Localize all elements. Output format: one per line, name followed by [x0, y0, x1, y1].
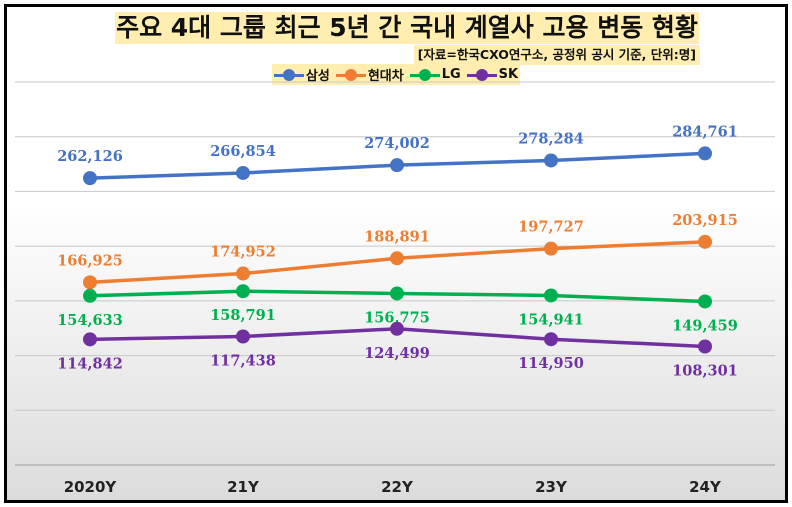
data-label: 156,775	[364, 309, 430, 326]
data-point	[544, 241, 558, 256]
x-tick-label: 23Y	[535, 478, 568, 496]
legend: 삼성 현대차 LG SK	[0, 64, 792, 85]
data-label: 154,941	[518, 311, 584, 328]
data-label: 274,002	[364, 135, 430, 152]
data-point	[236, 329, 250, 344]
legend-label-hyundai: 현대차	[367, 69, 404, 84]
data-point	[544, 288, 558, 303]
data-label: 197,727	[518, 219, 584, 236]
data-point	[544, 332, 558, 347]
legend-swatch-lg	[409, 68, 440, 82]
data-point	[83, 275, 97, 290]
legend-swatch-samsung	[273, 68, 304, 82]
data-point	[698, 339, 712, 354]
data-point	[236, 165, 250, 180]
legend-item-samsung: 삼성	[273, 65, 330, 84]
data-label: 114,950	[518, 355, 584, 372]
data-label: 158,791	[210, 307, 276, 324]
data-label: 284,761	[672, 123, 738, 140]
chart-subtitle: [자료=한국CXO연구소, 공정위 공시 기준, 단위:명]	[413, 45, 700, 65]
legend-item-hyundai: 현대차	[335, 65, 404, 84]
data-point	[698, 294, 712, 309]
legend-label-samsung: 삼성	[305, 69, 330, 84]
data-point	[698, 234, 712, 249]
legend-item-lg: LG	[409, 67, 461, 82]
data-label: 117,438	[210, 352, 276, 369]
data-label: 188,891	[364, 228, 430, 245]
legend-swatch-sk	[466, 68, 497, 82]
data-label: 108,301	[672, 362, 738, 379]
legend-label-lg: LG	[441, 67, 461, 82]
data-label: 166,925	[57, 252, 123, 269]
data-point	[83, 171, 97, 186]
x-tick-label: 21Y	[227, 478, 260, 496]
data-point	[698, 146, 712, 161]
data-label: 203,915	[672, 212, 738, 229]
chart-title: 주요 4대 그룹 최근 5년 간 국내 계열사 고용 변동 현황	[115, 12, 699, 44]
legend-box: 삼성 현대차 LG SK	[271, 64, 521, 85]
data-label: 149,459	[672, 317, 738, 334]
data-point	[83, 288, 97, 303]
data-point	[390, 158, 404, 173]
legend-item-sk: SK	[466, 67, 519, 82]
data-point	[390, 286, 404, 301]
data-label: 114,842	[57, 355, 123, 372]
data-label: 154,633	[57, 312, 123, 329]
data-label: 262,126	[57, 148, 123, 165]
legend-label-sk: SK	[498, 67, 519, 82]
legend-swatch-hyundai	[335, 68, 366, 82]
x-tick-label: 24Y	[689, 478, 722, 496]
data-label: 174,952	[210, 244, 276, 261]
data-point	[544, 153, 558, 168]
data-label: 124,499	[364, 345, 430, 362]
x-tick-label: 22Y	[381, 478, 414, 496]
data-point	[236, 284, 250, 299]
data-label: 278,284	[518, 130, 584, 147]
data-point	[83, 332, 97, 347]
data-label: 266,854	[210, 143, 276, 160]
x-tick-label: 2020Y	[64, 478, 118, 496]
data-point	[236, 266, 250, 281]
data-point	[390, 321, 404, 336]
data-point	[390, 251, 404, 266]
